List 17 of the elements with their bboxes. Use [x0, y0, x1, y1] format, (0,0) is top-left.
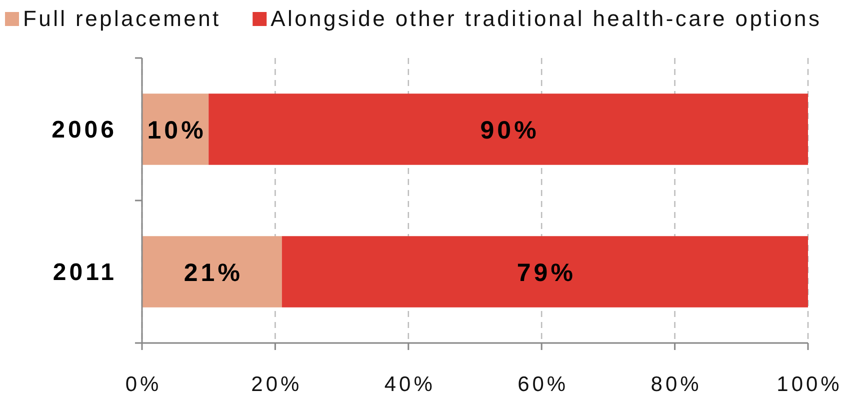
x-tick-label: 80%: [650, 373, 702, 396]
data-label: 90%: [480, 116, 540, 144]
x-tick-label: 60%: [518, 373, 569, 396]
x-tick-label: 40%: [384, 373, 436, 396]
x-tick-label: 100%: [776, 373, 842, 396]
data-label: 21%: [184, 258, 243, 287]
data-label: 79%: [516, 258, 576, 287]
x-tick-label: 0%: [125, 373, 162, 396]
bar: [208, 94, 808, 165]
x-tick-label: 20%: [251, 373, 302, 396]
bar: [142, 236, 282, 308]
y-tick-label: 2011: [52, 258, 117, 286]
legend-label: Full replacement: [23, 6, 221, 31]
y-tick-label: 2006: [52, 116, 117, 144]
data-label: 10%: [147, 116, 206, 144]
bar: [282, 236, 808, 308]
legend-label: Alongside other traditional health-care options: [270, 6, 822, 31]
